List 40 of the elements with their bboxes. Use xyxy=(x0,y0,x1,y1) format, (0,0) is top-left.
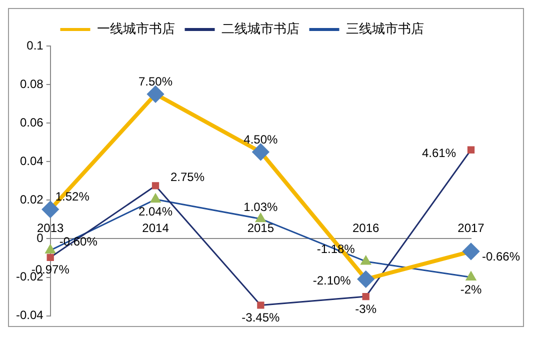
legend-label: 一线城市书店 xyxy=(96,20,175,37)
point xyxy=(466,272,476,281)
y-tick-label: 0.04 xyxy=(20,154,44,168)
point xyxy=(463,243,479,260)
data-label: 2.75% xyxy=(170,170,205,184)
y-tick-label: 0.06 xyxy=(20,115,44,130)
point xyxy=(252,144,269,160)
data-label: 4.61% xyxy=(422,146,456,160)
point xyxy=(360,256,371,265)
y-tick-label: -0.04 xyxy=(16,308,44,322)
x-tick-label: 2015 xyxy=(247,221,274,236)
point xyxy=(42,201,58,218)
y-tick-label: 0 xyxy=(36,231,44,246)
point xyxy=(256,213,266,222)
point xyxy=(148,86,164,102)
point xyxy=(150,194,161,203)
data-label: -0.66% xyxy=(482,250,520,264)
point xyxy=(358,271,374,288)
legend-label: 二线城市书店 xyxy=(221,20,300,37)
data-label: -3.45% xyxy=(242,310,280,325)
data-label: 7.50% xyxy=(138,74,173,88)
point xyxy=(362,292,370,300)
x-tick-label: 2017 xyxy=(458,221,485,236)
data-label: -2% xyxy=(460,282,482,297)
data-label: 4.50% xyxy=(244,132,278,146)
y-tick-label: 0.02 xyxy=(20,192,44,206)
y-tick-label: 0.1 xyxy=(26,38,44,52)
point xyxy=(257,302,264,309)
point xyxy=(152,182,160,190)
point xyxy=(45,244,56,254)
data-label: -3% xyxy=(355,302,377,316)
y-tick-label: 0.08 xyxy=(20,76,44,91)
point xyxy=(46,254,54,261)
point xyxy=(467,146,475,154)
data-label: 2.04% xyxy=(138,204,173,219)
x-tick-label: 2016 xyxy=(352,221,380,236)
data-label: 1.03% xyxy=(244,200,278,214)
data-label: -2.10% xyxy=(312,273,352,288)
legend-label: 三线城市书店 xyxy=(346,20,424,37)
x-tick-label: 2014 xyxy=(142,221,170,236)
